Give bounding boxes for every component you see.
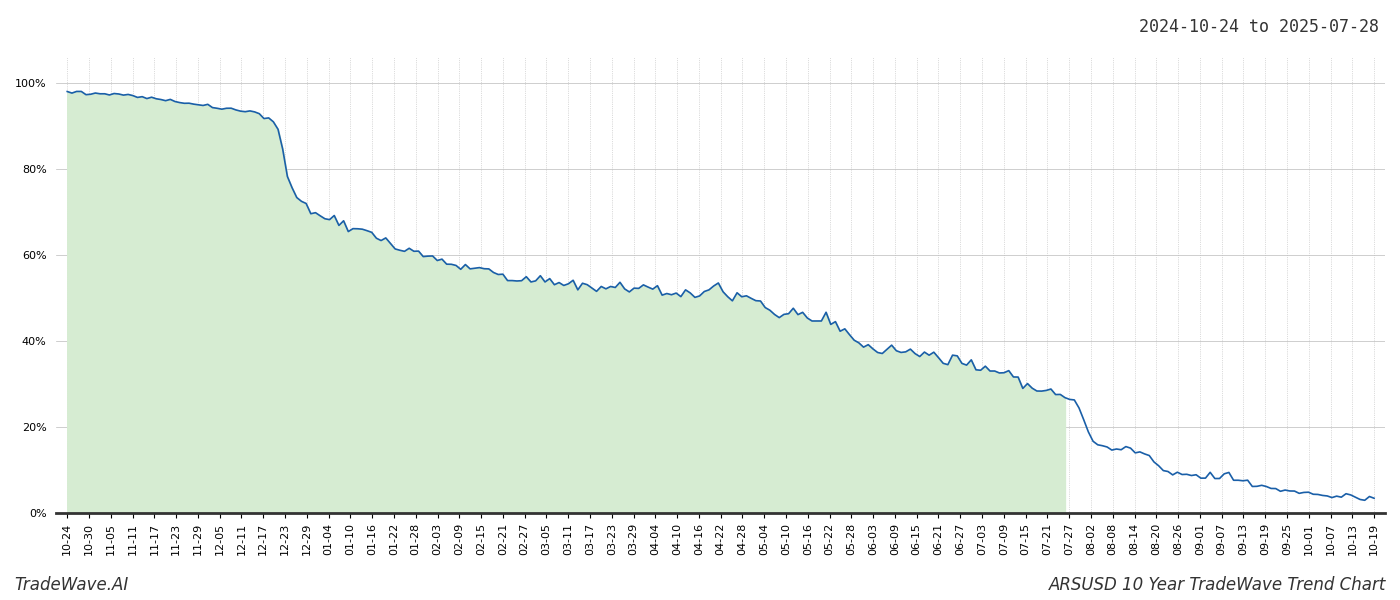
Text: TradeWave.AI: TradeWave.AI [14, 576, 129, 594]
Text: 2024-10-24 to 2025-07-28: 2024-10-24 to 2025-07-28 [1140, 18, 1379, 36]
Text: ARSUSD 10 Year TradeWave Trend Chart: ARSUSD 10 Year TradeWave Trend Chart [1049, 576, 1386, 594]
